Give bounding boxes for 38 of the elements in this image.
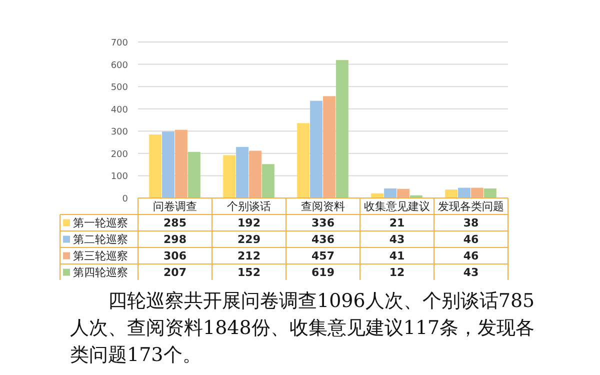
x-tick-label: 个别谈话 (227, 200, 271, 213)
x-tick-label: 问卷调查 (153, 200, 197, 213)
x-tick-label: 查阅资料 (301, 200, 345, 213)
data-label: 41 (389, 250, 405, 262)
y-tick-label: 100 (110, 172, 128, 182)
y-tick-label: 400 (110, 105, 128, 116)
data-label: 43 (463, 266, 479, 279)
y-tick-label: 300 (110, 128, 128, 138)
y-tick-label: 600 (110, 60, 128, 71)
legend-label: 第三轮巡察 (73, 250, 128, 262)
data-label: 457 (312, 250, 334, 262)
y-tick-label: 200 (110, 150, 128, 160)
data-label: 336 (312, 216, 335, 230)
data-label: 46 (463, 233, 479, 246)
data-label: 436 (312, 233, 335, 246)
legend-label: 第二轮巡察 (73, 233, 128, 246)
data-label: 285 (164, 216, 186, 230)
data-label: 21 (389, 216, 405, 230)
data-label: 12 (389, 266, 405, 279)
data-label: 229 (238, 233, 260, 246)
data-label: 38 (463, 216, 479, 230)
legend-label: 第四轮巡察 (73, 266, 128, 279)
data-label: 306 (164, 250, 187, 262)
data-label: 619 (312, 266, 334, 279)
x-tick-label: 发现各类问题 (438, 200, 504, 213)
text: 四轮巡察共开展问卷调查1096人次、个别谈话785人次、查阅资料1848份、收集意见建议117条，发现各类问题173个。 (70, 289, 536, 368)
data-label: 192 (238, 216, 260, 230)
y-tick-label: 0 (122, 194, 128, 204)
data-label: 207 (164, 266, 186, 279)
y-tick-label: 700 (110, 38, 128, 48)
data-label: 46 (463, 250, 479, 262)
data-label: 43 (389, 233, 405, 246)
data-label: 212 (238, 250, 260, 262)
data-label: 298 (164, 233, 186, 246)
y-tick-label: 500 (110, 83, 128, 94)
x-tick-label: 收集意见建议 (364, 200, 430, 213)
data-label: 152 (238, 266, 260, 279)
legend-label: 第一轮巡察 (73, 216, 128, 230)
